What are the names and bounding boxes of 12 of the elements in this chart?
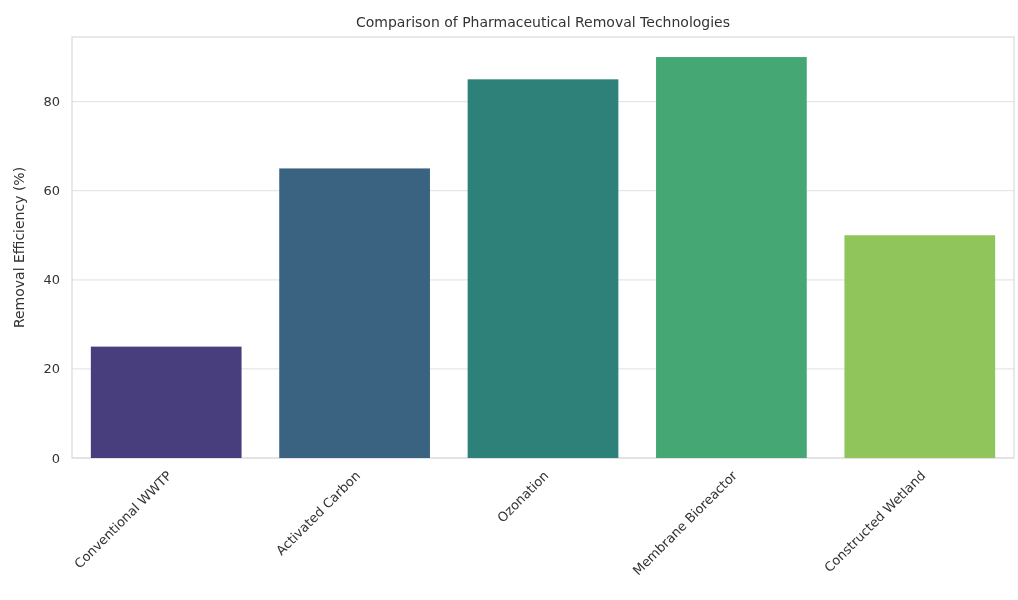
y-tick-label: 80 (43, 94, 60, 110)
chart-title: Comparison of Pharmaceutical Removal Technologies (355, 14, 731, 30)
y-axis-title: Removal Efficiency (%) (11, 166, 27, 329)
bar (656, 57, 807, 458)
y-tick-label: 20 (43, 361, 60, 377)
bar (279, 168, 430, 458)
y-tick-label: 0 (51, 450, 60, 466)
y-tick-label: 40 (43, 272, 60, 288)
bar (90, 346, 242, 458)
bar (844, 235, 996, 458)
y-tick-label: 60 (43, 183, 60, 199)
bar (467, 79, 619, 458)
